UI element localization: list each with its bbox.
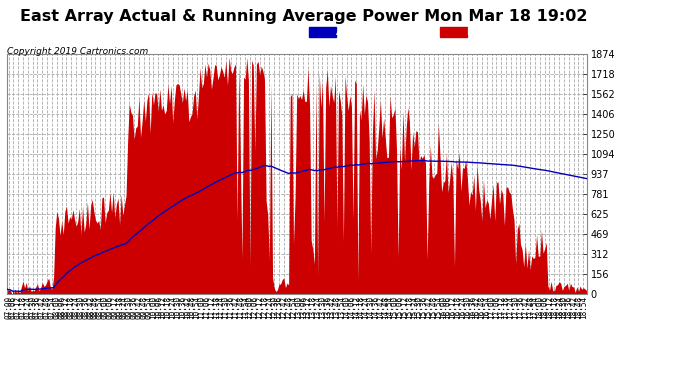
Text: Copyright 2019 Cartronics.com: Copyright 2019 Cartronics.com [7,47,148,56]
Legend: Average  (DC Watts), East Array  (DC Watts): Average (DC Watts), East Array (DC Watts… [308,27,582,38]
Text: East Array Actual & Running Average Power Mon Mar 18 19:02: East Array Actual & Running Average Powe… [20,9,587,24]
